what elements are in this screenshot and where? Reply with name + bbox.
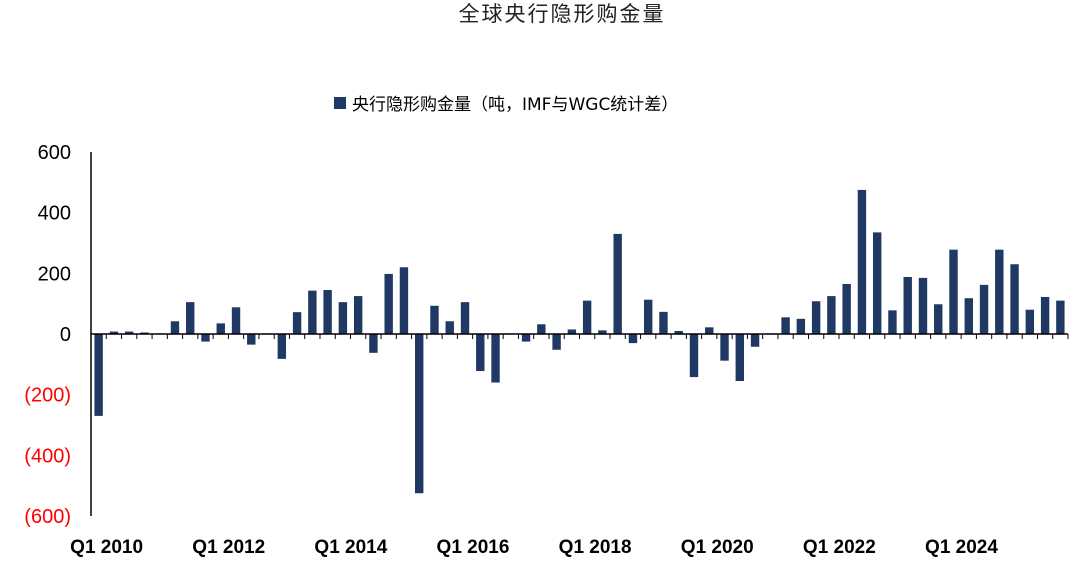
bar [995,249,1004,334]
bar [872,232,882,334]
bar [705,327,714,334]
bar [857,189,867,334]
bar [827,296,836,334]
axes [90,152,1069,516]
bar [445,321,454,334]
y-tick-label: (400) [24,445,71,467]
y-tick-label: 400 [38,203,71,225]
bar [247,334,256,345]
x-tick-label: Q1 2022 [803,537,876,558]
y-tick-label: 0 [60,324,71,346]
bar [216,323,225,334]
x-tick-label: Q1 2012 [192,537,265,558]
bar [323,290,332,334]
bar [201,334,210,342]
bar [460,302,470,334]
bar [1056,300,1065,334]
bar [109,331,119,334]
bar [720,334,729,361]
bar [644,299,653,334]
legend-label: 央行隐形购金量（吨，IMF与WGC统计差） [352,95,678,115]
bar [1040,296,1050,334]
y-tick-label: 200 [38,263,71,285]
bar [750,334,760,347]
legend-swatch [334,97,346,109]
x-tick-label: Q1 2020 [681,537,754,558]
bar [491,334,500,383]
y-tick-label: (600) [24,506,71,528]
bar [124,331,134,334]
bar [521,334,531,342]
bar [170,321,180,334]
x-tick-label: Q1 2014 [314,537,387,558]
bar [369,334,378,353]
bar [811,301,821,334]
bar [613,233,622,334]
bar [140,332,149,334]
x-tick-label: Q1 2024 [925,537,998,558]
bar [674,330,683,334]
bar [353,296,363,334]
bar [964,298,973,334]
y-tick-label: (200) [24,385,71,407]
bar [979,284,989,334]
x-tick-label: Q1 2016 [437,537,510,558]
bar [659,311,668,334]
bar [781,317,790,334]
y-tick-label: 600 [38,142,71,164]
bar [186,302,195,334]
bar [308,290,317,334]
bar [476,334,485,372]
bar [918,277,928,334]
bar [949,249,958,334]
bar [292,312,302,334]
bar [384,273,393,334]
bar [415,334,424,494]
bar [934,304,943,334]
chart-title: 全球央行隐形购金量 [459,2,666,26]
bar [277,334,287,359]
bar [430,305,439,334]
bar [888,310,897,334]
bar [842,283,851,334]
bar [598,330,607,334]
bar [338,302,348,334]
bar [1010,264,1019,334]
bar [628,334,638,344]
bar [231,307,241,334]
bar [689,334,699,378]
x-tick-label: Q1 2010 [70,537,143,558]
bar [735,334,744,382]
bar [94,334,103,416]
bar [582,300,592,334]
bar [399,267,409,334]
bar [796,318,806,334]
bar [552,334,561,350]
bar [1025,309,1035,334]
bar [537,324,546,334]
legend: 央行隐形购金量（吨，IMF与WGC统计差） [334,95,678,115]
bar [567,329,577,334]
x-axis-ticks: Q1 2010 Q1 2012 Q1 2014 Q1 2016 Q1 2018 Q1 20… [70,537,998,558]
y-axis-ticks: 600 400 200 0 (200) (400) (600) [24,142,71,528]
x-tick-label: Q1 2018 [559,537,632,558]
bars [94,189,1065,494]
bar [903,276,912,334]
